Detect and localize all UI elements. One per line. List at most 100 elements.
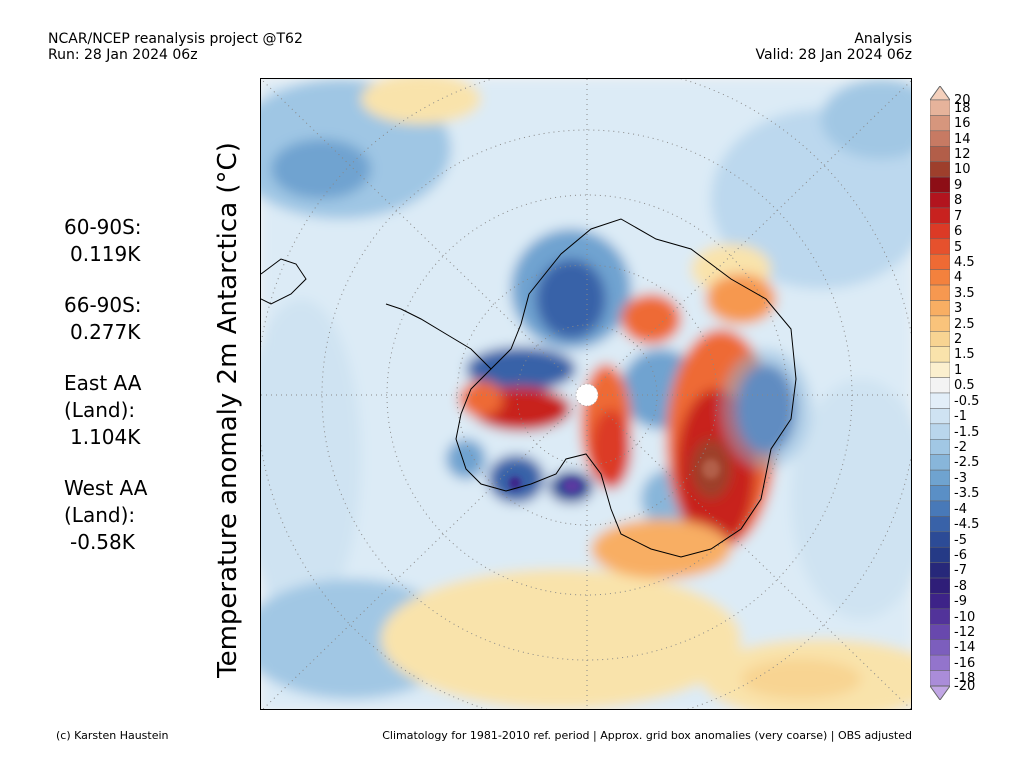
colorbar-tick-label: -12 [954,625,976,641]
colorbar-tick-label: -18 [954,671,976,687]
colorbar-swatch [930,238,950,255]
colorbar-swatch [930,331,950,347]
stat-label: 60-90S: [64,215,142,239]
colorbar-tick-label: 16 [954,116,971,132]
colorbar-tick-label: -20 [954,679,976,694]
copyright: (c) Karsten Haustein [56,729,169,742]
colorbar-swatch [930,300,950,317]
colorbar-tick-label: -3 [954,470,967,486]
colorbar-swatch [930,500,950,517]
colorbar-tick-label: 10 [954,162,971,178]
colorbar-swatch [930,624,950,640]
valid-time: Valid: 28 Jan 2024 06z [755,47,912,63]
colorbar-tick-label: -16 [954,655,976,671]
colorbar-bottom-arrow [930,685,950,700]
stat-west-aa: West AA (Land): -0.58K [64,475,147,556]
anomaly-highlights [509,459,720,493]
colorbar-swatch [930,392,950,409]
colorbar-swatch [930,654,950,671]
colorbar-swatch [930,454,950,471]
colorbar-tick-label: -0.5 [954,393,980,409]
colorbar-tick-label: 5 [954,239,963,255]
colorbar-tick-label: -14 [954,640,976,656]
anomaly-map [260,78,912,710]
graticule [261,79,911,709]
colorbar-tick-label: -2.5 [954,455,980,471]
stat-66-90s: 66-90S: 0.277K [64,292,147,346]
colorbar-tick-label: 4 [954,270,963,286]
colorbar-tick-label: 8 [954,193,963,209]
colorbar-swatch [930,361,950,378]
stat-value: 1.104K [70,425,141,449]
anomaly-map-svg [261,79,911,709]
colorbar-swatch [930,593,950,610]
colorbar-swatch [930,284,950,301]
stat-label: West AA (Land): [64,476,148,527]
stat-60-90s: 60-90S: 0.119K [64,214,147,268]
colorbar-swatch [930,546,950,563]
stat-label: 66-90S: [64,293,142,317]
colorbar-tick-label: -8 [954,578,967,594]
colorbar-tick-label: 12 [954,146,971,162]
colorbar-tick-label: 4.5 [954,254,975,270]
colorbar-swatch [930,562,950,579]
colorbar-swatch [930,99,950,116]
colorbar-swatch [930,670,950,687]
colorbar-swatch [930,608,950,625]
colorbar-tick-label: -6 [954,547,967,563]
colorbar-tick-label: -7 [954,563,967,579]
colorbar-swatch [930,346,950,363]
colorbar-swatch [930,485,950,502]
colorbar-tick-label: 18 [954,100,971,116]
colorbar-swatch [930,439,950,455]
colorbar-swatch [930,531,950,548]
colorbar-swatch [930,377,950,394]
colorbar-swatch [930,146,950,162]
colorbar-swatch [930,115,950,132]
colorbar-tick-label: 0.5 [954,378,975,394]
colorbar-tick-label: -1.5 [954,424,980,440]
stat-value: 0.119K [70,242,141,266]
colorbar-swatch [930,315,950,332]
colorbar-tick-label: 3 [954,301,963,317]
stat-value: -0.58K [70,530,135,554]
colorbar-tick-label: 7 [954,208,963,224]
colorbar-swatch [930,161,950,178]
colorbar-tick-label: 1.5 [954,347,975,363]
colorbar-swatch [930,639,950,656]
colorbar-tick-label: 2 [954,332,963,348]
colorbar-swatch [930,516,950,533]
colorbar-tick-label: 1 [954,362,963,378]
colorbar-swatch [930,408,950,425]
colorbar-swatch [930,130,950,147]
colorbar-tick-label: -2 [954,439,967,455]
colorbar-swatch [930,577,950,594]
colorbar-tick-label: 9 [954,177,963,193]
colorbar-swatch [930,176,950,193]
map-title: Temperature anomaly 2m Antarctica (°C) [213,142,243,678]
region-stats: 60-90S: 0.119K 66-90S: 0.277K East AA (L… [64,214,147,580]
colorbar-swatch [930,423,950,440]
colorbar-swatch [930,469,950,486]
pole-marker [576,384,598,406]
colorbar-swatch [930,253,950,270]
colorbar-tick-label: 3.5 [954,285,975,301]
run-time: Run: 28 Jan 2024 06z [48,47,198,63]
colorbar-swatch [930,192,950,209]
stat-label: East AA (Land): [64,371,142,422]
peninsula-coastline [385,303,492,370]
south-america-coastline [261,258,307,305]
colorbar-tick-label: 20 [954,93,971,108]
colorbar-tick-label: 2.5 [954,316,975,332]
colorbar-tick-label: -10 [954,609,976,625]
model-header: NCAR/NCEP reanalysis project @T62 Run: 2… [48,31,303,63]
colorbar-swatch [930,207,950,224]
colorbar-tick-label: 6 [954,224,963,240]
stat-value: 0.277K [70,320,141,344]
colorbar [930,86,950,700]
footnote: Climatology for 1981-2010 ref. period | … [382,729,912,742]
analysis-label: Analysis [854,31,912,47]
colorbar-tick-label: -4 [954,501,967,517]
colorbar-tick-label: 14 [954,131,971,147]
colorbar-tick-label: -4.5 [954,517,980,533]
